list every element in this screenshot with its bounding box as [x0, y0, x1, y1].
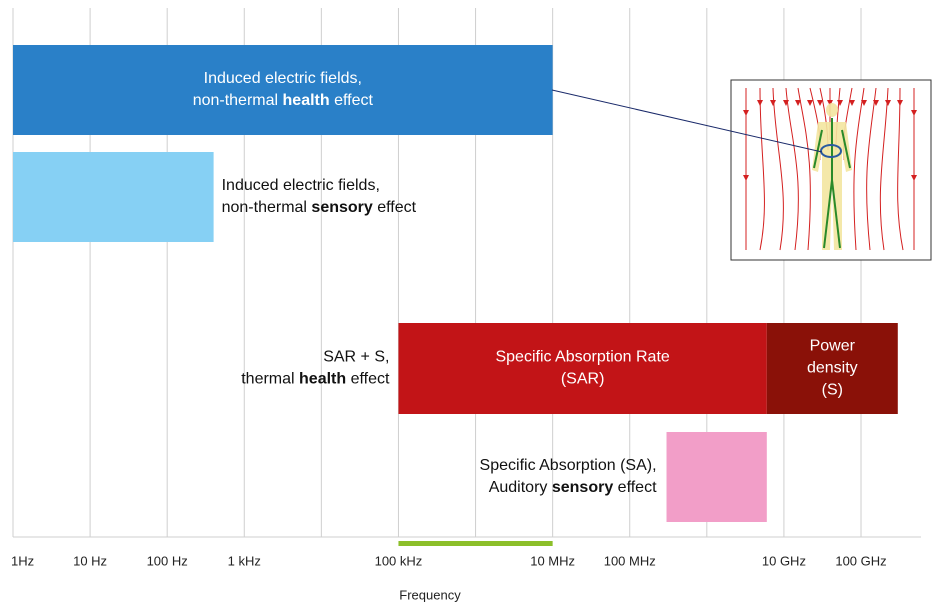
- label-segment: Specific Absorption Rate: [495, 349, 669, 366]
- connector: [551, 89, 823, 153]
- bar-label: Auditory sensory effect: [489, 479, 657, 496]
- label-segment: non-thermal: [222, 199, 312, 216]
- x-tick-label: 1Hz: [11, 553, 34, 568]
- range-bar: [398, 541, 553, 546]
- bar-label: Induced electric fields,: [204, 70, 362, 87]
- range-bar: [13, 152, 214, 242]
- label-segment: thermal: [241, 371, 299, 388]
- bar-label: non-thermal sensory effect: [222, 199, 417, 216]
- label-segment: Auditory: [489, 479, 552, 496]
- x-tick-label: 100 Hz: [147, 553, 188, 568]
- bar-label: Induced electric fields,: [222, 177, 380, 194]
- label-segment: Induced electric fields,: [222, 177, 380, 194]
- label-segment: density: [807, 360, 858, 377]
- label-segment: Power: [810, 338, 856, 355]
- x-tick-label: 100 MHz: [604, 553, 656, 568]
- x-axis-label: Frequency: [399, 587, 461, 602]
- bar-label: Specific Absorption Rate: [495, 349, 669, 366]
- label-segment: Specific Absorption (SA),: [480, 457, 657, 474]
- range-bar: [13, 45, 553, 135]
- body-currents: [813, 118, 851, 249]
- x-tick-label: 100 kHz: [375, 553, 423, 568]
- bar-label: thermal health effect: [241, 371, 390, 388]
- label-segment: health: [299, 371, 346, 388]
- range-bar: [398, 323, 767, 414]
- bar-label: (S): [822, 382, 843, 399]
- label-segment: effect: [346, 371, 390, 388]
- highlight-ring: [820, 144, 842, 158]
- x-tick-label: 1 kHz: [228, 553, 261, 568]
- bar-label: Power: [810, 338, 856, 355]
- bar-label: density: [807, 360, 858, 377]
- label-segment: health: [283, 92, 330, 109]
- bar-label: Specific Absorption (SA),: [480, 457, 657, 474]
- label-segment: (S): [822, 382, 843, 399]
- label-segment: SAR + S,: [323, 349, 389, 366]
- bar-label: non-thermal health effect: [193, 92, 374, 109]
- x-tick-label: 10 GHz: [762, 553, 806, 568]
- field-arrows: [743, 100, 917, 181]
- label-segment: Induced electric fields,: [204, 70, 362, 87]
- bar-label: SAR + S,: [323, 349, 389, 366]
- body-illustration: [551, 79, 932, 261]
- label-segment: sensory: [311, 199, 372, 216]
- label-segment: effect: [373, 199, 417, 216]
- label-segment: sensory: [552, 479, 613, 496]
- label-segment: (SAR): [561, 371, 605, 388]
- x-tick-label: 100 GHz: [835, 553, 886, 568]
- label-segment: effect: [330, 92, 374, 109]
- label-segment: effect: [613, 479, 657, 496]
- label-segment: non-thermal: [193, 92, 283, 109]
- x-tick-label: 10 MHz: [530, 553, 575, 568]
- bar-label: (SAR): [561, 371, 605, 388]
- range-bar: [666, 432, 767, 522]
- x-tick-label: 10 Hz: [73, 553, 107, 568]
- range-bar: [766, 323, 898, 414]
